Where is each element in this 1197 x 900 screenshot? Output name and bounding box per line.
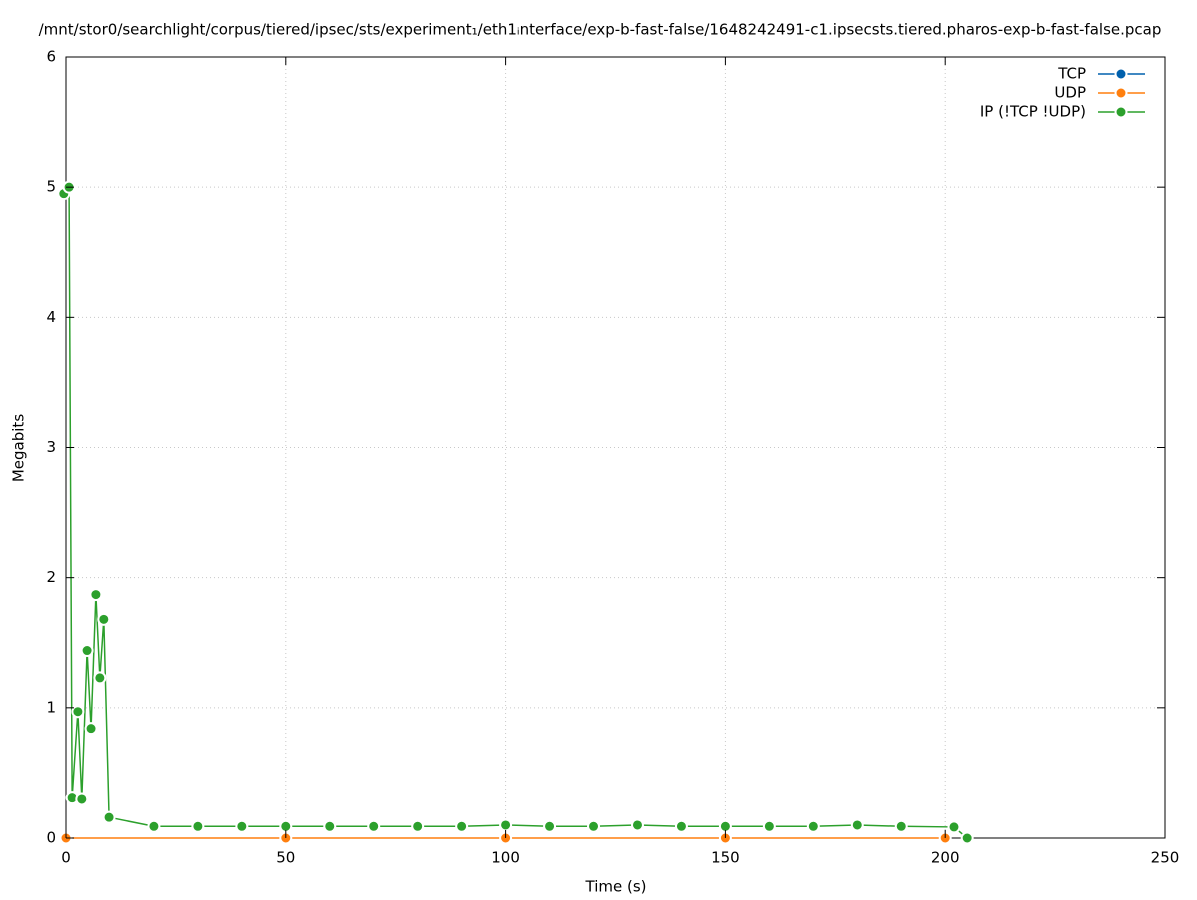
legend-marker xyxy=(1114,105,1128,119)
data-point xyxy=(191,819,205,833)
x-tick-label: 250 xyxy=(1151,849,1180,867)
x-tick-label: 0 xyxy=(61,849,71,867)
data-point xyxy=(960,831,974,845)
y-tick-label: 1 xyxy=(46,698,56,716)
data-point xyxy=(102,810,116,824)
data-point xyxy=(89,588,103,602)
x-tick-label: 200 xyxy=(931,849,960,867)
y-tick-label: 2 xyxy=(46,568,56,586)
x-tick-label: 150 xyxy=(711,849,740,867)
data-point xyxy=(894,819,908,833)
y-tick-label: 3 xyxy=(46,438,56,456)
x-axis-label: Time (s) xyxy=(585,878,647,896)
y-tick-label: 6 xyxy=(46,48,56,66)
data-point xyxy=(850,818,864,832)
x-tick-label: 100 xyxy=(491,849,520,867)
legend-marker xyxy=(1114,67,1128,81)
data-point xyxy=(455,819,469,833)
legend-label: UDP xyxy=(1054,84,1086,102)
data-point xyxy=(674,819,688,833)
legend-label: TCP xyxy=(1057,65,1086,83)
data-point xyxy=(806,819,820,833)
chart-title: /mnt/stor0/searchlight/corpus/tiered/ips… xyxy=(39,21,1162,39)
data-point xyxy=(587,819,601,833)
legend-label: IP (!TCP !UDP) xyxy=(980,103,1086,121)
data-point xyxy=(93,671,107,685)
data-point xyxy=(367,819,381,833)
data-point xyxy=(75,792,89,806)
data-point xyxy=(762,819,776,833)
data-point xyxy=(947,820,961,834)
data-point xyxy=(543,819,557,833)
y-tick-label: 0 xyxy=(46,829,56,847)
data-point xyxy=(71,705,85,719)
data-point xyxy=(97,612,111,626)
data-point xyxy=(499,818,513,832)
marks xyxy=(57,180,974,845)
data-point xyxy=(235,819,249,833)
data-point xyxy=(147,819,161,833)
y-tick-label: 4 xyxy=(46,308,56,326)
data-point xyxy=(323,819,337,833)
x-tick-label: 50 xyxy=(276,849,295,867)
data-point xyxy=(84,722,98,736)
legend-marker xyxy=(1114,86,1128,100)
data-point xyxy=(80,644,94,658)
data-point xyxy=(630,818,644,832)
y-tick-label: 5 xyxy=(46,178,56,196)
y-axis-label: Megabits xyxy=(10,414,28,482)
data-point xyxy=(411,819,425,833)
